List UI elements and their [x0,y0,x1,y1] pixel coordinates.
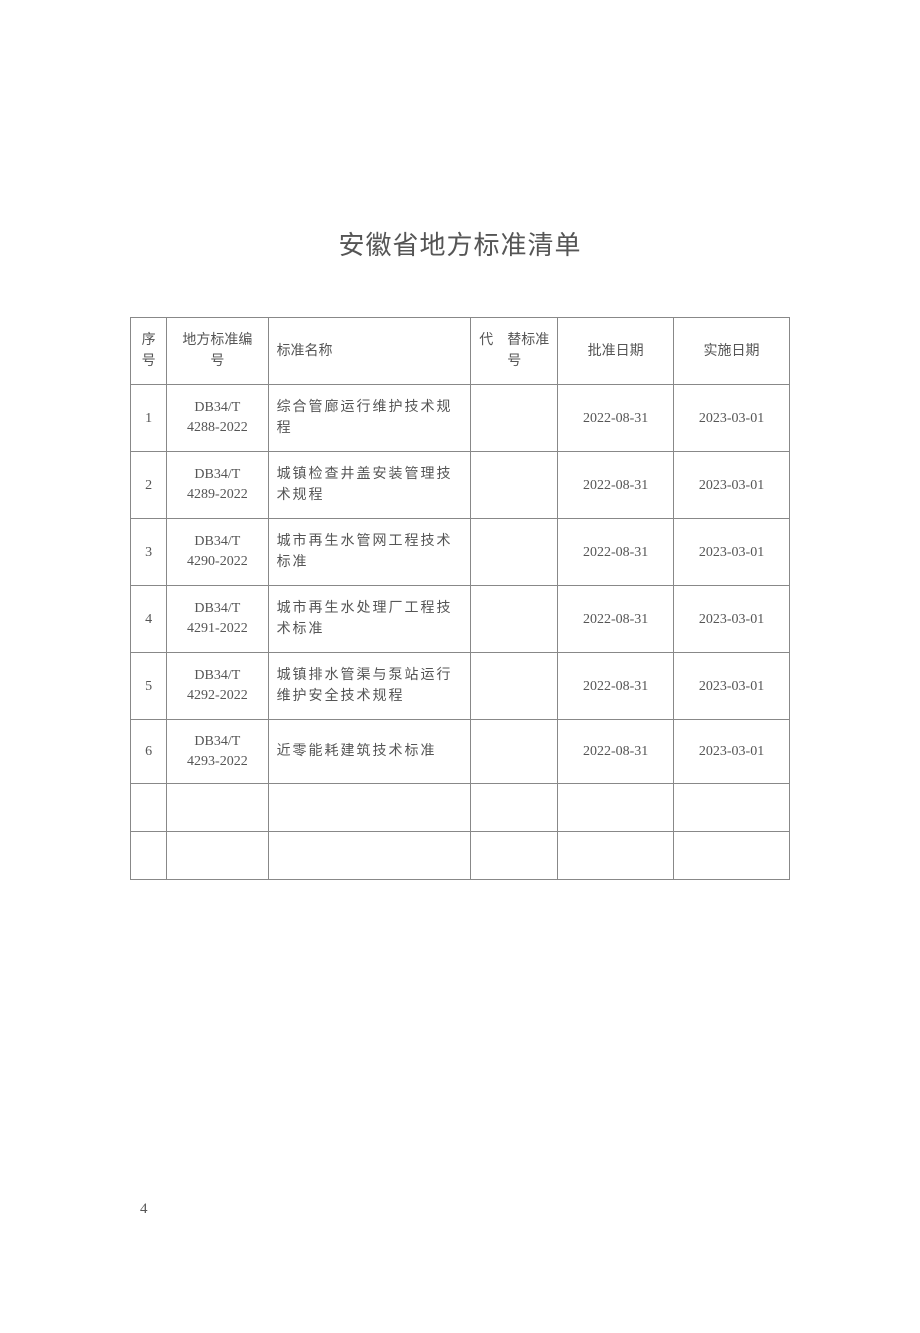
cell-seq: 5 [131,653,167,720]
cell-name: 城市再生水管网工程技术标准 [268,519,471,586]
page-number: 4 [140,1201,148,1218]
table-row: 4DB34/T4291-2022城市再生水处理厂工程技术标准 2022-08-31… [131,586,790,653]
cell-approve: 2022-08-31 [558,385,674,452]
cell-empty [471,784,558,832]
cell-empty [674,832,790,880]
cell-impl: 2023-03-01 [674,586,790,653]
cell-approve: 2022-08-31 [558,653,674,720]
cell-code: DB34/T4292-2022 [167,653,268,720]
cell-replace [471,653,558,720]
cell-empty [268,784,471,832]
cell-replace [471,586,558,653]
cell-approve: 2022-08-31 [558,452,674,519]
standards-table: 序号 地方标准编 号 标准名称 代 替标准号 批准日期 实施日期 1DB34/T… [130,317,790,880]
cell-empty [167,832,268,880]
cell-code: DB34/T4291-2022 [167,586,268,653]
page-title: 安徽省地方标准清单 [130,225,790,262]
cell-replace [471,385,558,452]
table-row: 2DB34/T4289-2022城镇检查井盖安装管理技术规程 2022-08-31… [131,452,790,519]
cell-approve: 2022-08-31 [558,519,674,586]
table-row: 3DB34/T4290-2022城市再生水管网工程技术标准 2022-08-312… [131,519,790,586]
cell-empty [471,832,558,880]
cell-empty [268,832,471,880]
cell-impl: 2023-03-01 [674,720,790,784]
cell-empty [131,784,167,832]
cell-empty [167,784,268,832]
cell-code: DB34/T4288-2022 [167,385,268,452]
cell-name: 城市再生水处理厂工程技术标准 [268,586,471,653]
cell-replace [471,720,558,784]
header-seq: 序号 [131,318,167,385]
cell-replace [471,519,558,586]
header-code: 地方标准编 号 [167,318,268,385]
cell-seq: 1 [131,385,167,452]
cell-code: DB34/T4289-2022 [167,452,268,519]
cell-empty [131,832,167,880]
cell-seq: 3 [131,519,167,586]
cell-code: DB34/T4293-2022 [167,720,268,784]
cell-empty [558,832,674,880]
cell-seq: 4 [131,586,167,653]
cell-name: 近零能耗建筑技术标准 [268,720,471,784]
cell-empty [558,784,674,832]
header-impl: 实施日期 [674,318,790,385]
cell-impl: 2023-03-01 [674,452,790,519]
cell-seq: 6 [131,720,167,784]
cell-approve: 2022-08-31 [558,586,674,653]
cell-impl: 2023-03-01 [674,519,790,586]
cell-name: 城镇检查井盖安装管理技术规程 [268,452,471,519]
cell-name: 综合管廊运行维护技术规程 [268,385,471,452]
table-row-empty [131,784,790,832]
cell-replace [471,452,558,519]
table-row: 1DB34/T4288-2022综合管廊运行维护技术规程 2022-08-3120… [131,385,790,452]
cell-impl: 2023-03-01 [674,385,790,452]
table-header-row: 序号 地方标准编 号 标准名称 代 替标准号 批准日期 实施日期 [131,318,790,385]
cell-impl: 2023-03-01 [674,653,790,720]
table-row-empty [131,832,790,880]
table-row: 5DB34/T4292-2022城镇排水管渠与泵站运行维护安全技术规程 2022-… [131,653,790,720]
cell-approve: 2022-08-31 [558,720,674,784]
header-replace: 代 替标准号 [471,318,558,385]
cell-seq: 2 [131,452,167,519]
header-approve: 批准日期 [558,318,674,385]
table-row: 6DB34/T4293-2022近零能耗建筑技术标准 2022-08-312023… [131,720,790,784]
cell-name: 城镇排水管渠与泵站运行维护安全技术规程 [268,653,471,720]
header-name: 标准名称 [268,318,471,385]
cell-empty [674,784,790,832]
cell-code: DB34/T4290-2022 [167,519,268,586]
